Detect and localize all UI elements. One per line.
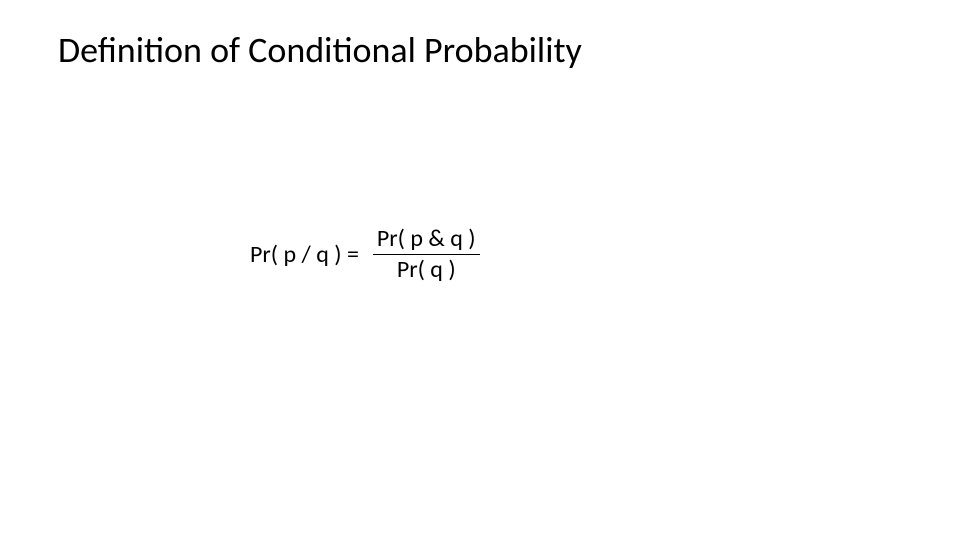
slide: Definition of Conditional Probability Pr…: [0, 0, 960, 540]
equation-denominator: Pr( q ): [393, 255, 460, 284]
equation-fraction: Pr( p & q ) Pr( q ): [373, 225, 480, 283]
equation-numerator: Pr( p & q ): [373, 225, 480, 254]
equation-lhs: Pr( p / q ) =: [250, 240, 359, 269]
equation: Pr( p / q ) = Pr( p & q ) Pr( q ): [250, 225, 480, 283]
slide-title: Definition of Conditional Probability: [58, 28, 582, 72]
